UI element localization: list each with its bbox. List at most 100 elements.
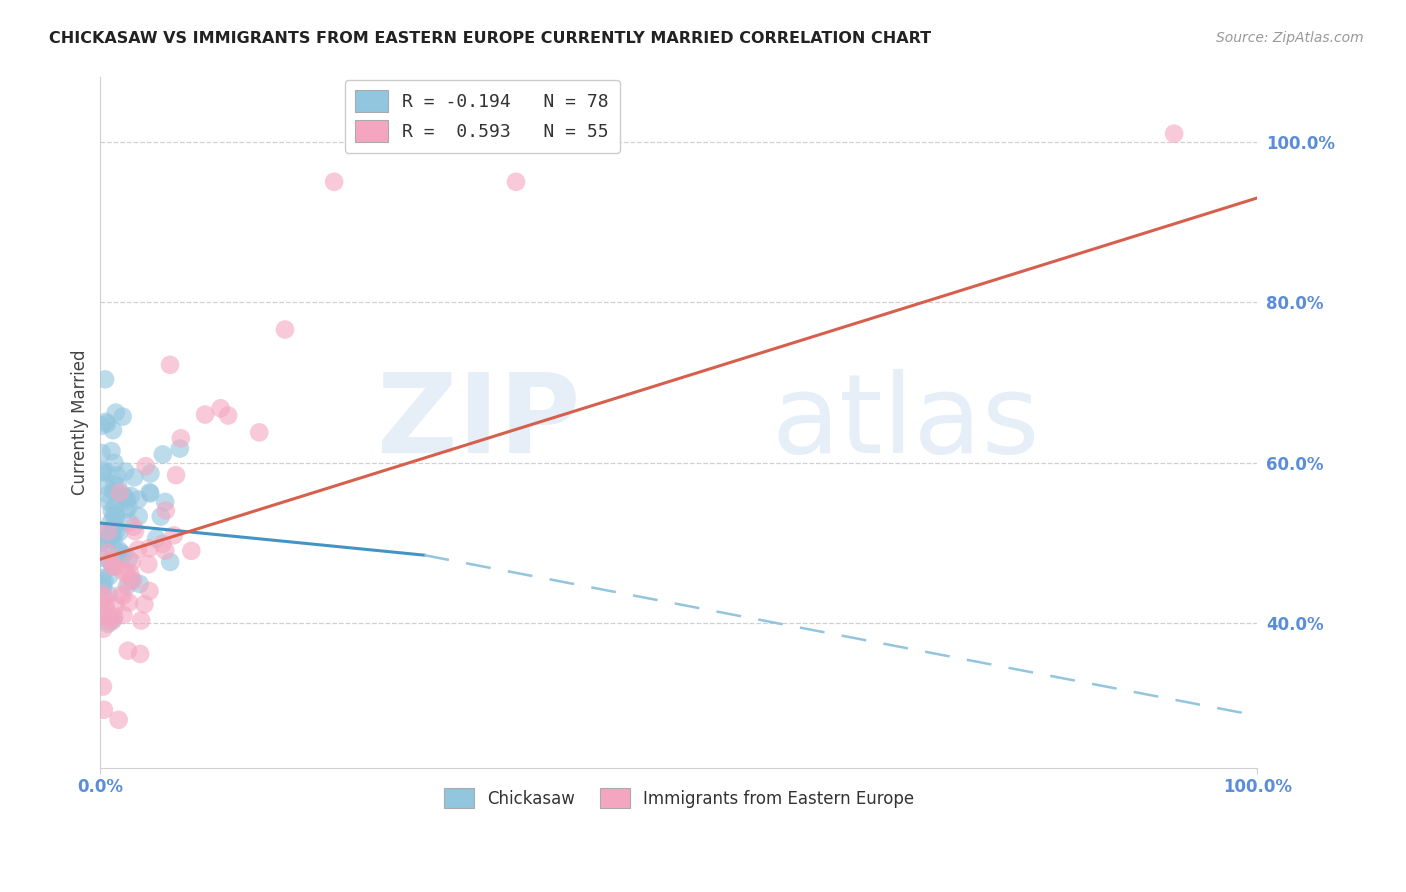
Point [152, 537, 174, 551]
Point [112, 490, 135, 504]
Point [163, 528, 186, 542]
Point [98, 531, 121, 545]
Point [153, 495, 176, 509]
Point [96, 417, 118, 431]
Point [104, 511, 127, 525]
Point [1163, 127, 1185, 141]
Point [101, 615, 124, 629]
Point [94, 415, 117, 429]
Point [122, 519, 145, 533]
Text: CHICKASAW VS IMMIGRANTS FROM EASTERN EUROPE CURRENTLY MARRIED CORRELATION CHART: CHICKASAW VS IMMIGRANTS FROM EASTERN EUR… [49, 31, 931, 46]
Point [121, 573, 143, 587]
Point [138, 584, 160, 599]
Point [170, 431, 193, 445]
Point [112, 488, 135, 502]
Point [247, 425, 270, 440]
Point [104, 500, 127, 514]
Text: ZIP: ZIP [377, 369, 581, 476]
Text: Source: ZipAtlas.com: Source: ZipAtlas.com [1216, 31, 1364, 45]
Point [115, 579, 138, 593]
Point [107, 479, 129, 493]
Point [90, 550, 112, 565]
Point [103, 477, 125, 491]
Point [155, 503, 177, 517]
Point [94, 372, 117, 386]
Point [91, 463, 114, 477]
Point [194, 408, 217, 422]
Point [90, 605, 112, 619]
Point [98, 569, 121, 583]
Point [91, 609, 114, 624]
Point [108, 543, 131, 558]
Point [145, 532, 167, 546]
Point [104, 518, 127, 533]
Point [110, 588, 132, 602]
Point [101, 523, 124, 537]
Point [127, 542, 149, 557]
Point [98, 524, 121, 539]
Point [104, 599, 127, 613]
Point [108, 485, 131, 500]
Point [90, 536, 112, 550]
Text: atlas: atlas [772, 369, 1040, 476]
Point [112, 607, 135, 622]
Point [274, 322, 297, 336]
Point [180, 544, 202, 558]
Point [135, 459, 157, 474]
Point [101, 522, 124, 536]
Point [128, 509, 150, 524]
Point [98, 495, 121, 509]
Point [112, 548, 135, 562]
Point [103, 609, 125, 624]
Point [97, 587, 120, 601]
Point [101, 504, 124, 518]
Point [91, 680, 114, 694]
Point [110, 546, 132, 560]
Point [97, 487, 120, 501]
Point [103, 484, 125, 499]
Point [122, 470, 145, 484]
Point [103, 612, 125, 626]
Point [98, 614, 121, 628]
Point [107, 713, 129, 727]
Point [118, 516, 141, 530]
Point [96, 466, 118, 480]
Point [118, 574, 141, 589]
Point [128, 577, 150, 591]
Legend: Chickasaw, Immigrants from Eastern Europe: Chickasaw, Immigrants from Eastern Europ… [437, 781, 921, 815]
Point [105, 523, 128, 537]
Point [108, 525, 131, 540]
Point [165, 468, 187, 483]
Point [122, 574, 145, 588]
Point [100, 444, 122, 458]
Point [98, 555, 121, 569]
Point [117, 500, 139, 515]
Point [103, 559, 125, 574]
Point [94, 601, 117, 615]
Point [100, 527, 122, 541]
Point [129, 647, 152, 661]
Point [98, 516, 121, 530]
Point [159, 555, 181, 569]
Point [91, 580, 114, 594]
Point [120, 489, 142, 503]
Point [101, 559, 124, 574]
Point [103, 456, 125, 470]
Point [103, 509, 125, 524]
Point [138, 541, 160, 556]
Point [117, 552, 139, 566]
Point [101, 530, 124, 544]
Point [111, 409, 134, 424]
Point [94, 598, 117, 612]
Point [111, 589, 134, 603]
Point [105, 468, 128, 483]
Point [97, 546, 120, 560]
Point [93, 622, 115, 636]
Point [129, 614, 152, 628]
Point [505, 175, 527, 189]
Point [103, 533, 125, 548]
Point [97, 616, 120, 631]
Point [139, 486, 162, 500]
Point [104, 405, 127, 419]
Point [127, 492, 149, 507]
